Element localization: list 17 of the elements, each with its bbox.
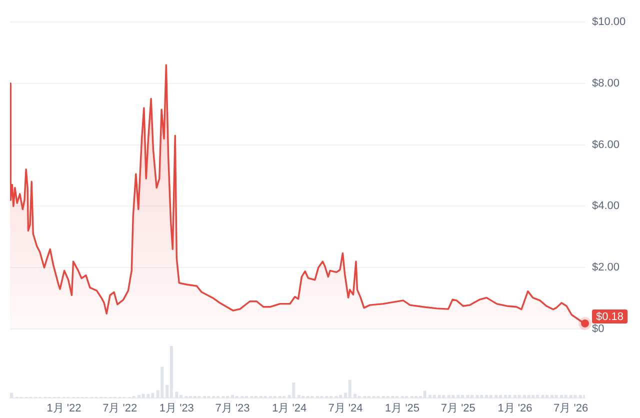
y-tick-label: $10.00 (592, 16, 626, 28)
y-tick-label: $2.00 (592, 262, 620, 274)
x-tick-label: 1月 '22 (46, 402, 82, 415)
y-tick-label: $4.00 (592, 200, 620, 212)
y-tick-label: $8.00 (592, 77, 620, 90)
x-tick-label: 7月 '25 (440, 402, 476, 415)
x-tick-label: 7月 '22 (102, 402, 138, 415)
y-tick-label: $6.00 (592, 138, 620, 151)
x-tick-label: 1月 '24 (272, 402, 307, 415)
x-tick-label: 7月 '24 (328, 402, 363, 415)
x-tick-label: 1月 '23 (159, 402, 194, 415)
x-tick-label: 1月 '25 (385, 402, 420, 415)
x-tick-label: 7月 '23 (215, 402, 250, 415)
x-tick-label: 1月 '26 (498, 402, 532, 415)
y-tick-label: $0 (592, 323, 604, 336)
annotation: $0.18 (596, 311, 624, 324)
x-tick-label: 7月 '26 (554, 402, 588, 415)
